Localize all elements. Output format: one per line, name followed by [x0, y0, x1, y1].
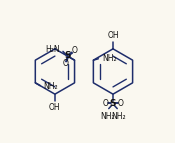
Text: NH₂: NH₂ [111, 112, 126, 121]
Text: O: O [71, 46, 77, 55]
Text: OH: OH [49, 103, 61, 112]
Text: NH₂: NH₂ [102, 53, 117, 62]
Text: S: S [110, 99, 116, 108]
Text: NH₂: NH₂ [100, 112, 115, 121]
Text: O: O [102, 99, 108, 108]
Text: H₂N: H₂N [46, 45, 60, 54]
Text: NH₂: NH₂ [43, 82, 57, 91]
Text: OH: OH [107, 31, 119, 40]
Text: O: O [118, 99, 124, 108]
Text: O: O [63, 59, 69, 68]
Text: S: S [64, 51, 71, 60]
